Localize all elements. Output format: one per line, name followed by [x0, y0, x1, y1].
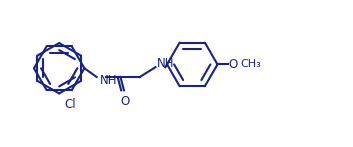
Text: NH: NH — [157, 57, 175, 70]
Text: CH₃: CH₃ — [240, 59, 261, 69]
Text: NH: NH — [100, 74, 117, 87]
Text: O: O — [229, 58, 238, 71]
Text: Cl: Cl — [64, 98, 76, 111]
Text: O: O — [120, 95, 129, 107]
